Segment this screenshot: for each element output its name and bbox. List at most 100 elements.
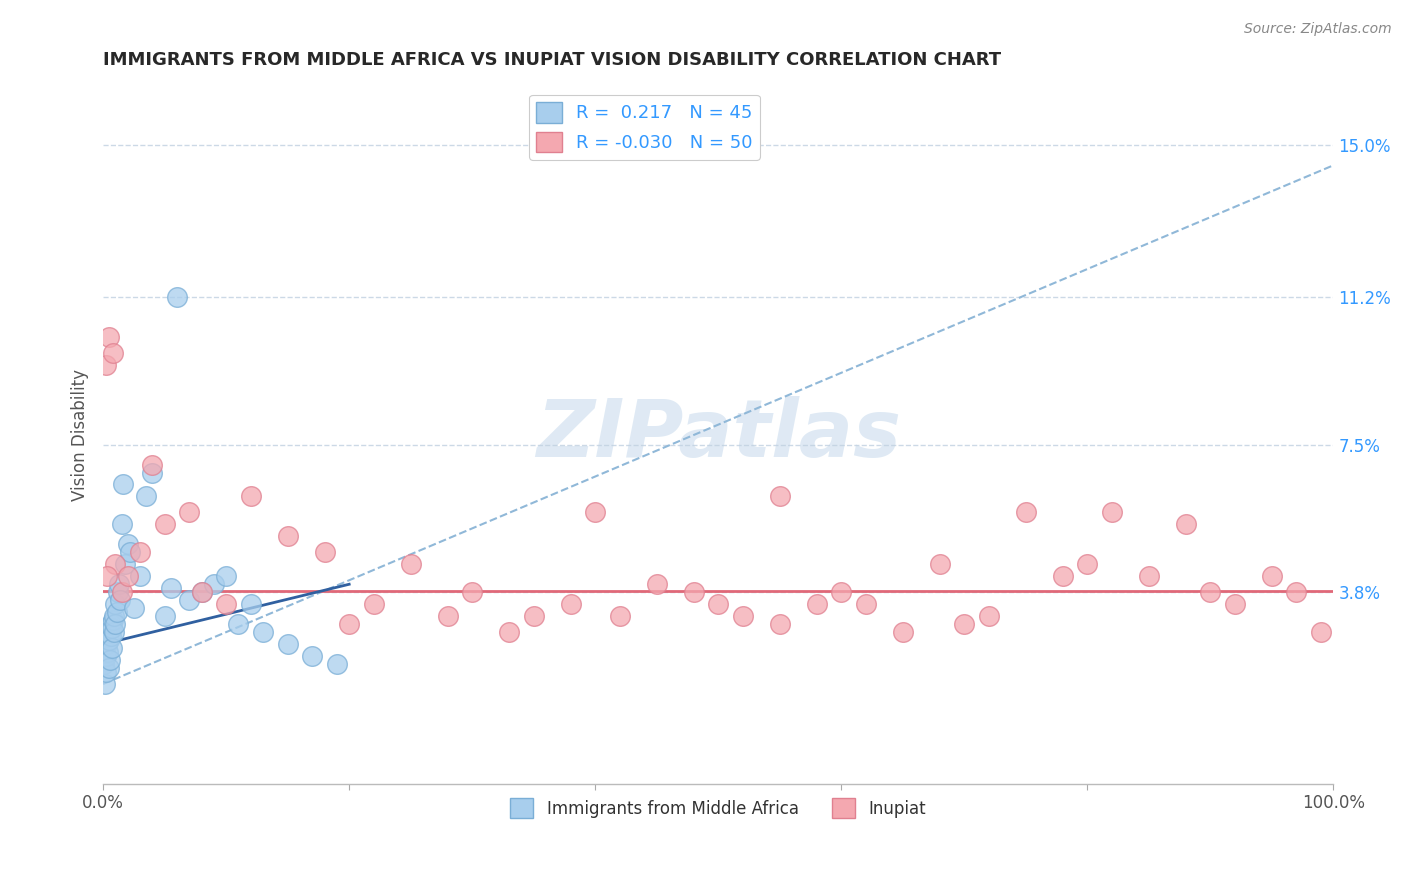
Point: [830, 585, 852, 599]
Point: [277, 637, 299, 651]
Point: [120, 545, 142, 559]
Point: [96, 569, 118, 583]
Point: [94, 677, 117, 691]
Point: [101, 346, 124, 360]
Point: [94, 665, 117, 679]
Point: [301, 648, 323, 663]
Point: [166, 290, 188, 304]
Point: [96, 637, 118, 651]
Point: [135, 490, 157, 504]
Point: [523, 609, 546, 624]
Point: [928, 558, 950, 572]
Point: [103, 625, 125, 640]
Point: [1076, 558, 1098, 572]
Point: [104, 558, 127, 572]
Point: [399, 558, 422, 572]
Point: [117, 569, 139, 583]
Point: [104, 597, 127, 611]
Point: [105, 605, 128, 619]
Point: [769, 490, 792, 504]
Point: [110, 593, 132, 607]
Point: [252, 625, 274, 640]
Point: [1285, 585, 1308, 599]
Point: [108, 577, 131, 591]
Point: [97, 661, 120, 675]
Point: [111, 477, 134, 491]
Point: [215, 569, 238, 583]
Text: IMMIGRANTS FROM MIDDLE AFRICA VS INUPIAT VISION DISABILITY CORRELATION CHART: IMMIGRANTS FROM MIDDLE AFRICA VS INUPIAT…: [103, 51, 1001, 69]
Point: [609, 609, 631, 624]
Point: [100, 617, 122, 632]
Point: [1052, 569, 1074, 583]
Point: [1310, 625, 1333, 640]
Point: [96, 648, 118, 663]
Point: [337, 617, 360, 632]
Point: [129, 545, 152, 559]
Point: [239, 490, 262, 504]
Point: [977, 609, 1000, 624]
Point: [1199, 585, 1222, 599]
Point: [179, 505, 201, 519]
Text: ZIPatlas: ZIPatlas: [536, 396, 901, 474]
Point: [114, 558, 136, 572]
Point: [122, 601, 145, 615]
Point: [215, 597, 238, 611]
Point: [101, 641, 124, 656]
Point: [129, 569, 152, 583]
Point: [583, 505, 606, 519]
Point: [1223, 597, 1246, 611]
Point: [94, 358, 117, 372]
Point: [100, 629, 122, 643]
Point: [98, 653, 121, 667]
Point: [314, 545, 336, 559]
Point: [363, 597, 385, 611]
Point: [110, 585, 132, 599]
Point: [159, 581, 181, 595]
Point: [141, 458, 163, 472]
Legend: Immigrants from Middle Africa, Inupiat: Immigrants from Middle Africa, Inupiat: [503, 792, 934, 824]
Point: [153, 517, 176, 532]
Point: [107, 585, 129, 599]
Point: [1015, 505, 1038, 519]
Point: [806, 597, 828, 611]
Point: [1137, 569, 1160, 583]
Point: [98, 633, 121, 648]
Point: [560, 597, 582, 611]
Point: [202, 577, 225, 591]
Point: [96, 625, 118, 640]
Point: [498, 625, 520, 640]
Point: [731, 609, 754, 624]
Point: [682, 585, 704, 599]
Point: [1101, 505, 1123, 519]
Point: [228, 617, 250, 632]
Point: [103, 609, 125, 624]
Point: [1261, 569, 1284, 583]
Point: [461, 585, 484, 599]
Point: [101, 613, 124, 627]
Point: [190, 585, 212, 599]
Point: [98, 330, 121, 344]
Point: [326, 657, 349, 671]
Point: [153, 609, 176, 624]
Point: [117, 537, 139, 551]
Point: [953, 617, 976, 632]
Point: [179, 593, 201, 607]
Point: [277, 529, 299, 543]
Point: [239, 597, 262, 611]
Point: [436, 609, 458, 624]
Point: [141, 466, 163, 480]
Point: [855, 597, 877, 611]
Point: [100, 621, 122, 635]
Point: [190, 585, 212, 599]
Point: [891, 625, 914, 640]
Point: [104, 617, 127, 632]
Point: [645, 577, 668, 591]
Text: Source: ZipAtlas.com: Source: ZipAtlas.com: [1244, 22, 1392, 37]
Point: [707, 597, 730, 611]
Point: [110, 517, 132, 532]
Point: [1174, 517, 1197, 532]
Point: [769, 617, 792, 632]
Point: [93, 657, 115, 671]
Y-axis label: Vision Disability: Vision Disability: [72, 368, 89, 500]
Point: [97, 645, 120, 659]
